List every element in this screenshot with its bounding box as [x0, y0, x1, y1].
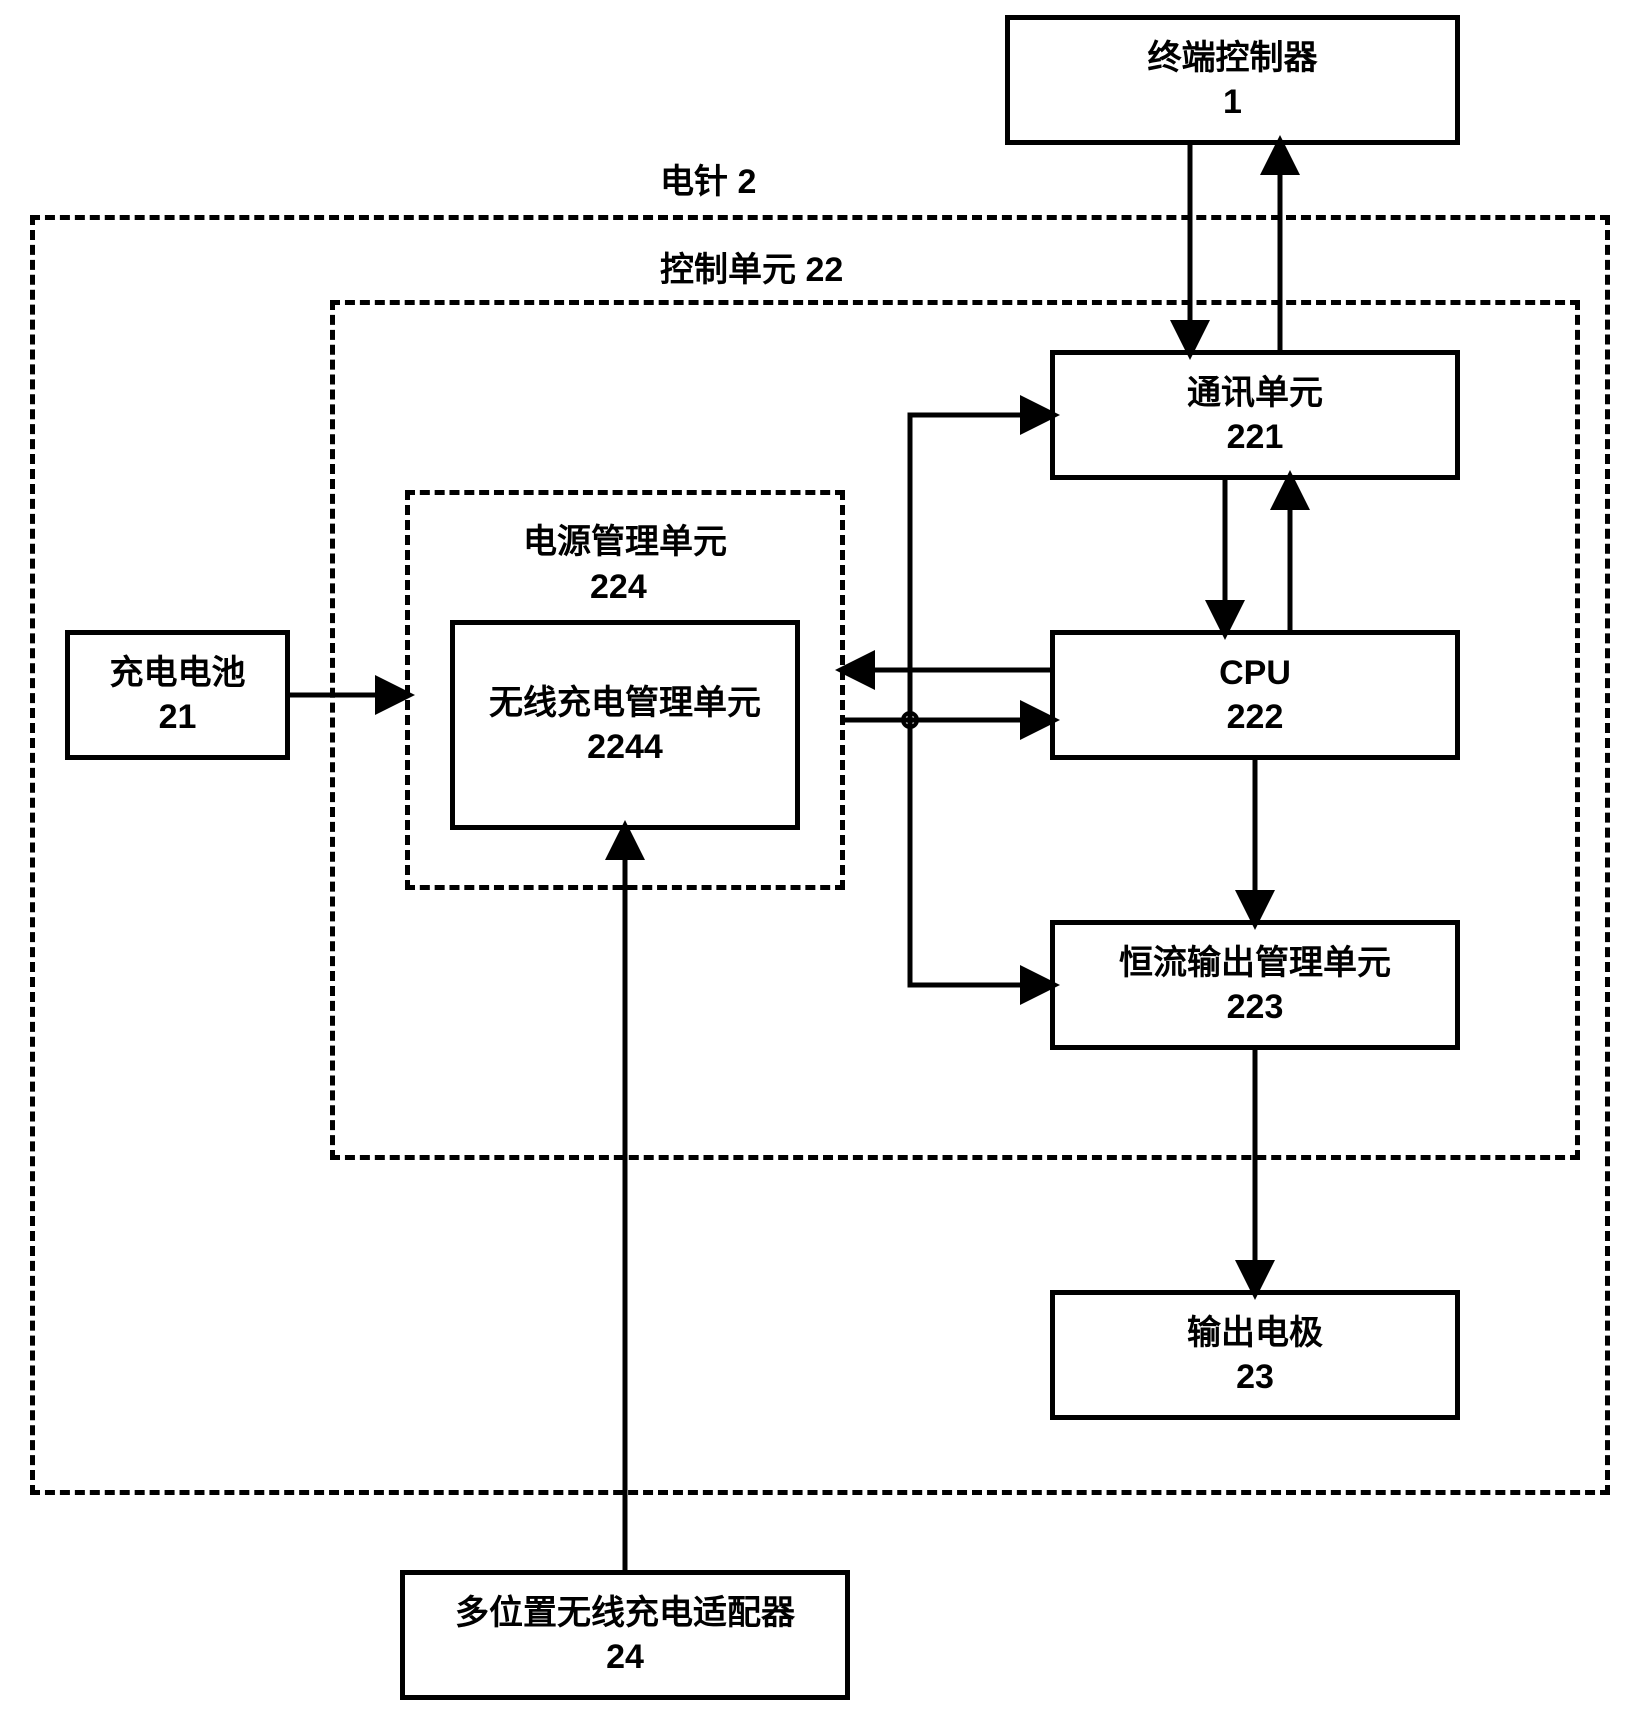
- block-wcm: 无线充电管理单元 2244: [450, 620, 800, 830]
- block-title: CPU: [1219, 651, 1291, 695]
- block-number: 221: [1227, 415, 1284, 459]
- block-number: 21: [159, 695, 197, 739]
- label-pmu-num: 224: [590, 565, 647, 609]
- block-terminal: 终端控制器 1: [1005, 15, 1460, 145]
- block-number: 23: [1236, 1355, 1274, 1399]
- block-title: 无线充电管理单元: [479, 681, 771, 725]
- block-cpu: CPU 222: [1050, 630, 1460, 760]
- label-pmu-title: 电源管理单元: [500, 520, 750, 564]
- block-output: 输出电极 23: [1050, 1290, 1460, 1420]
- block-title: 多位置无线充电适配器: [455, 1591, 795, 1635]
- block-adapter: 多位置无线充电适配器 24: [400, 1570, 850, 1700]
- block-number: 223: [1227, 985, 1284, 1029]
- block-number: 24: [606, 1635, 644, 1679]
- diagram-canvas: 终端控制器 1 电针 2 控制单元 22 充电电池 21 电源管理单元 224 …: [0, 0, 1649, 1722]
- block-number: 1: [1223, 80, 1242, 124]
- block-title: 恒流输出管理单元: [1119, 941, 1391, 985]
- label-needle: 电针 2: [660, 160, 756, 204]
- block-title: 输出电极: [1187, 1311, 1323, 1355]
- block-comm: 通讯单元 221: [1050, 350, 1460, 480]
- block-title: 通讯单元: [1187, 371, 1323, 415]
- wcm-title-text: 无线充电管理单元: [489, 684, 761, 722]
- block-number: 222: [1227, 695, 1284, 739]
- label-control: 控制单元 22: [660, 248, 843, 292]
- block-cc: 恒流输出管理单元 223: [1050, 920, 1460, 1050]
- block-title: 充电电池: [110, 651, 246, 695]
- block-title: 终端控制器: [1148, 36, 1318, 80]
- block-battery: 充电电池 21: [65, 630, 290, 760]
- block-number: 2244: [587, 725, 663, 769]
